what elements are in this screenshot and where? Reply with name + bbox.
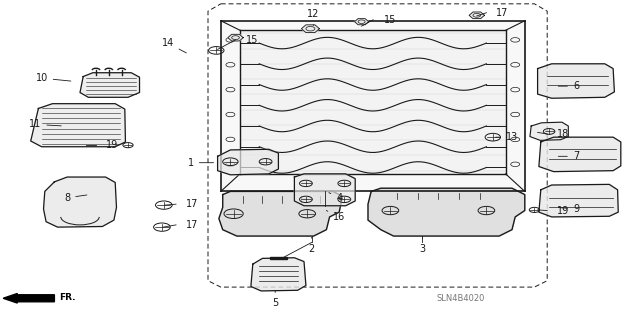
Text: FR.: FR.	[59, 293, 76, 302]
Text: 17: 17	[186, 220, 198, 230]
Polygon shape	[240, 30, 506, 174]
Text: 5: 5	[272, 290, 278, 308]
Text: 11: 11	[29, 119, 61, 130]
Text: 19: 19	[106, 140, 118, 150]
Polygon shape	[539, 137, 621, 172]
Text: 1: 1	[188, 158, 214, 168]
Polygon shape	[44, 177, 116, 227]
Polygon shape	[539, 184, 618, 217]
Polygon shape	[469, 12, 484, 19]
Polygon shape	[530, 122, 568, 140]
Text: 4: 4	[329, 193, 342, 203]
Text: 13: 13	[495, 132, 518, 142]
Polygon shape	[270, 257, 287, 259]
Text: 17: 17	[496, 8, 508, 18]
Text: 17: 17	[186, 199, 198, 209]
Text: 14: 14	[161, 38, 186, 53]
Text: 8: 8	[64, 193, 87, 203]
Polygon shape	[251, 258, 306, 291]
Text: 7: 7	[558, 151, 579, 161]
Text: 16: 16	[326, 211, 346, 222]
Text: 2: 2	[308, 237, 315, 254]
FancyArrow shape	[3, 293, 54, 303]
Text: 9: 9	[558, 204, 579, 214]
Text: 6: 6	[558, 81, 579, 91]
Polygon shape	[538, 64, 614, 98]
Polygon shape	[355, 19, 369, 25]
Text: 18: 18	[557, 129, 569, 139]
Polygon shape	[221, 21, 525, 191]
Polygon shape	[218, 149, 278, 175]
Text: 15: 15	[246, 35, 259, 45]
Polygon shape	[294, 174, 355, 206]
Text: 19: 19	[557, 205, 569, 216]
Polygon shape	[301, 25, 319, 33]
Text: 15: 15	[384, 15, 396, 25]
Text: 3: 3	[419, 237, 426, 254]
Polygon shape	[80, 73, 140, 97]
Polygon shape	[31, 104, 125, 147]
Polygon shape	[228, 34, 243, 41]
Polygon shape	[219, 191, 342, 236]
Text: 10: 10	[35, 73, 71, 83]
Text: SLN4B4020: SLN4B4020	[436, 294, 485, 303]
Polygon shape	[368, 188, 525, 236]
Text: 12: 12	[307, 9, 320, 26]
